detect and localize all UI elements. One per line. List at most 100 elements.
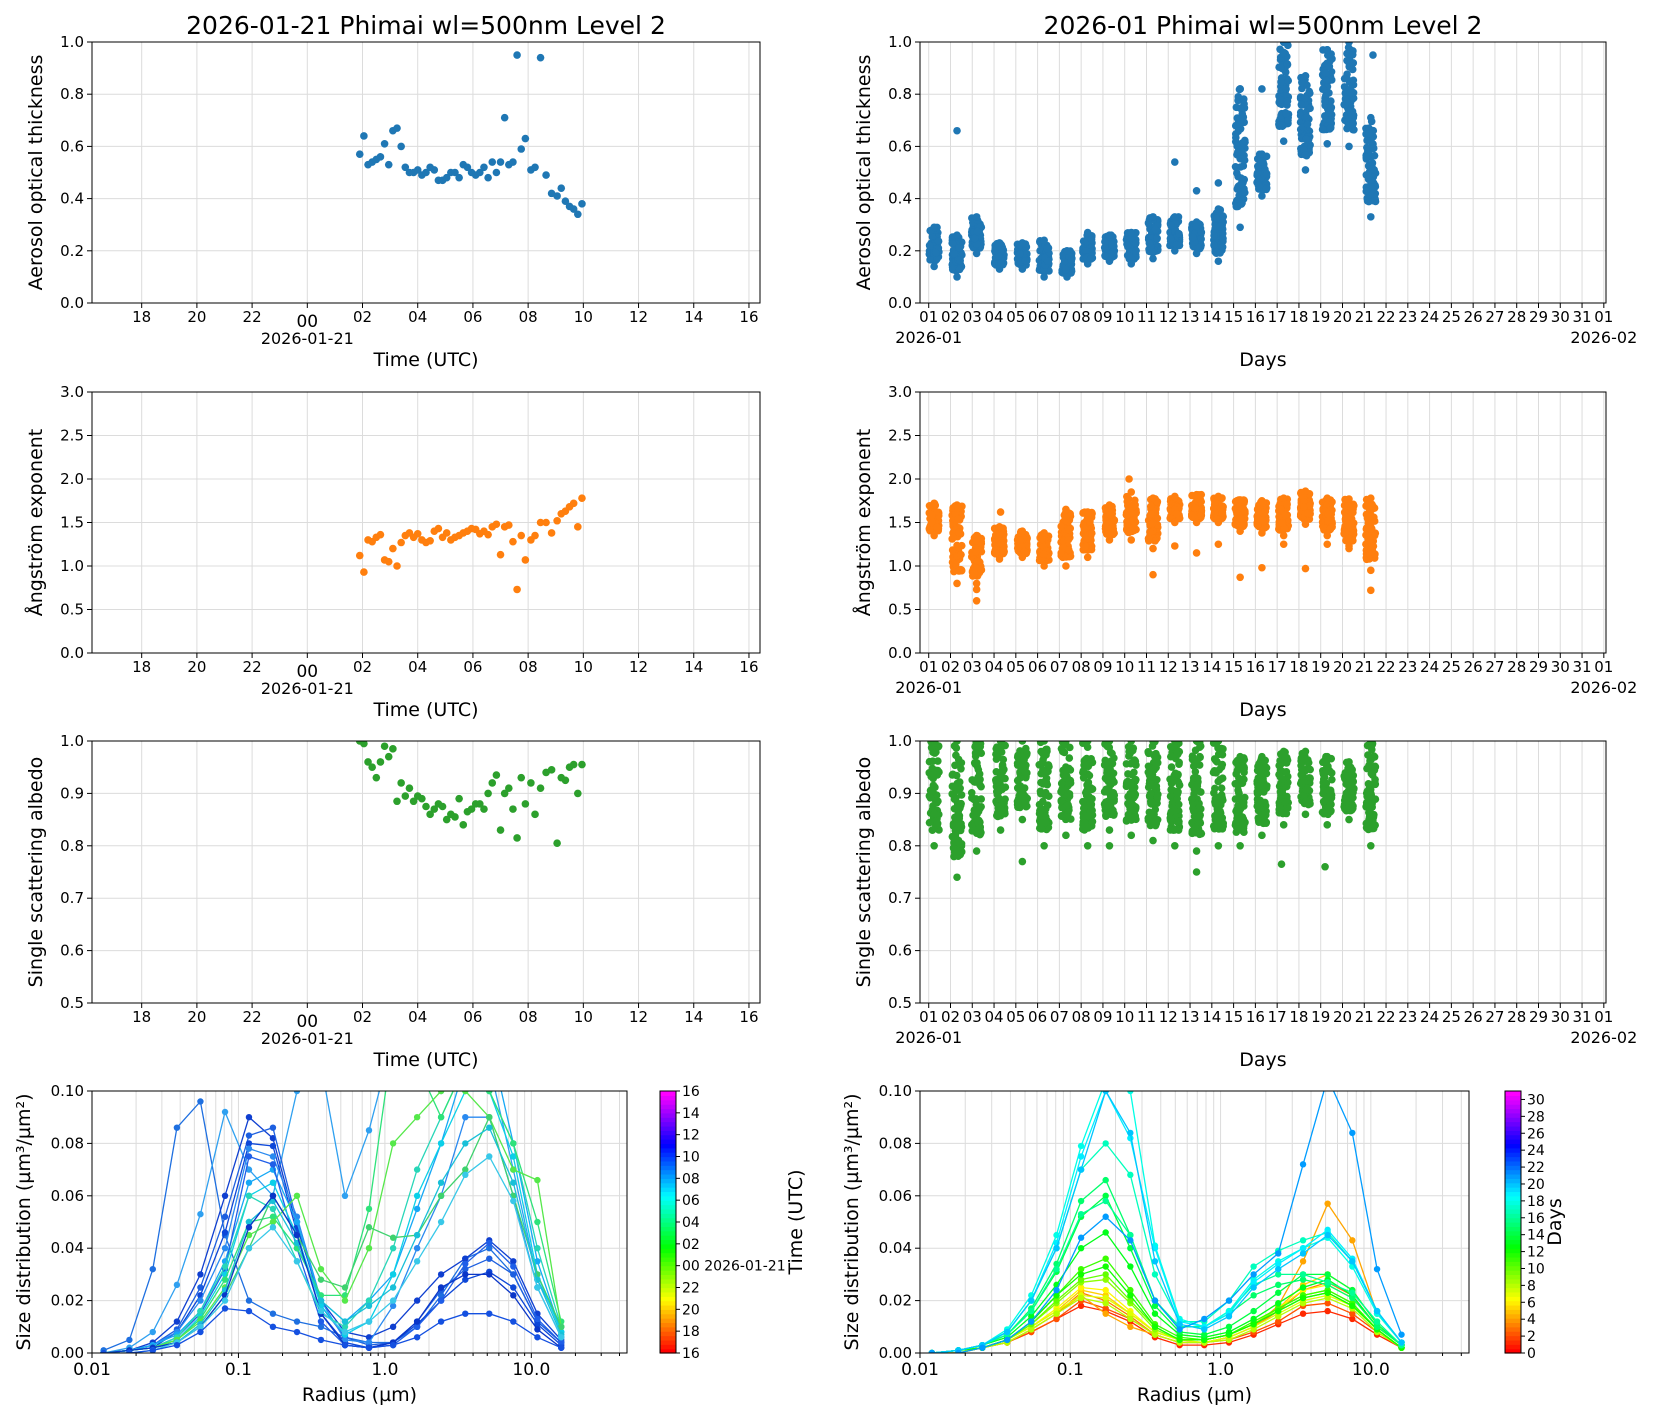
data-point <box>422 803 430 811</box>
data-point <box>1172 770 1180 778</box>
data-point <box>1020 756 1028 764</box>
x-tick-label: 09 <box>1093 658 1112 676</box>
data-point <box>1241 794 1249 802</box>
data-point <box>1106 511 1114 519</box>
x-tick-label: 08 <box>519 1008 538 1026</box>
data-point <box>1365 130 1373 138</box>
data-point <box>930 500 938 508</box>
data-point <box>1171 826 1179 834</box>
data-point <box>1219 235 1227 243</box>
data-point <box>1302 565 1310 573</box>
data-point <box>1323 494 1331 502</box>
monthly-angstrom-y-label: Ångström exponent <box>852 429 875 617</box>
data-point <box>509 158 517 166</box>
data-point <box>1022 257 1030 265</box>
data-point <box>531 811 539 819</box>
data-point <box>1067 815 1075 823</box>
data-point <box>1174 790 1182 798</box>
daily-angstrom-y-label: Ångström exponent <box>24 429 47 617</box>
data-point <box>1190 774 1198 782</box>
y-tick-label: 1.0 <box>888 557 912 575</box>
data-point <box>972 548 980 556</box>
data-point <box>1062 562 1070 570</box>
y-tick-label: 0.8 <box>60 85 84 103</box>
data-point <box>1081 543 1089 551</box>
x-tick-label: 20 <box>187 308 206 326</box>
data-point <box>356 552 364 560</box>
data-point <box>1371 550 1379 558</box>
data-point <box>1218 784 1226 792</box>
data-point <box>958 823 966 831</box>
data-point <box>1281 798 1289 806</box>
data-point <box>974 228 982 236</box>
data-point <box>1241 189 1249 197</box>
y-tick-label: 0.6 <box>888 137 912 155</box>
data-point <box>973 213 981 221</box>
data-point <box>1323 532 1331 540</box>
data-point <box>484 531 492 539</box>
data-point <box>1044 801 1052 809</box>
x-tick-label: 15 <box>1224 308 1243 326</box>
data-point <box>1263 784 1271 792</box>
data-point <box>1103 809 1111 817</box>
data-point <box>1040 562 1048 570</box>
data-point <box>976 830 984 838</box>
x-tick-label: 06 <box>1028 308 1047 326</box>
data-point <box>1171 542 1179 550</box>
data-point <box>935 237 943 245</box>
data-point <box>1255 515 1263 523</box>
data-point <box>1212 757 1220 765</box>
data-point <box>513 51 521 59</box>
data-point <box>1106 765 1114 773</box>
data-point <box>493 771 501 779</box>
data-point <box>1152 226 1160 234</box>
data-point <box>1325 510 1333 518</box>
x-tick-label: 18 <box>132 1008 151 1026</box>
data-point <box>1084 554 1092 562</box>
data-point <box>1344 521 1352 529</box>
data-point <box>430 166 438 174</box>
data-point <box>1303 113 1311 121</box>
x-tick-label: 16 <box>739 658 758 676</box>
data-point <box>1260 811 1268 819</box>
data-point <box>578 200 586 208</box>
x-tick-label: 16 <box>1246 658 1265 676</box>
data-point <box>1000 799 1008 807</box>
data-point <box>1350 76 1358 84</box>
x-tick-label: 25 <box>1442 308 1461 326</box>
data-point <box>1040 770 1048 778</box>
data-point <box>1240 776 1248 784</box>
daily-ssa-frame <box>92 741 760 1003</box>
data-point <box>1066 779 1074 787</box>
x-tick-label: 04 <box>984 308 1003 326</box>
data-point <box>1215 179 1223 187</box>
data-point <box>997 812 1005 820</box>
data-point <box>1219 243 1227 251</box>
data-point <box>956 266 964 274</box>
data-point <box>1367 513 1375 521</box>
daily-aot-y-label: Aerosol optical thickness <box>25 55 47 291</box>
data-point <box>1040 273 1048 281</box>
data-point <box>1128 814 1136 822</box>
data-point <box>1349 51 1357 59</box>
data-point <box>1175 759 1183 767</box>
x-tick-label: 10 <box>574 1008 593 1026</box>
data-point <box>1302 811 1310 819</box>
data-point <box>1014 752 1022 760</box>
data-point <box>1254 799 1262 807</box>
data-point <box>1219 509 1227 517</box>
x-tick-label: 16 <box>739 308 758 326</box>
data-point <box>570 500 578 508</box>
y-tick-label: 1.0 <box>60 33 84 51</box>
data-point <box>368 763 376 771</box>
x-date-label: 2026-01 <box>895 678 962 697</box>
x-tick-label: 08 <box>519 308 538 326</box>
data-point <box>1301 151 1309 159</box>
data-point <box>1083 787 1091 795</box>
data-point <box>574 523 582 531</box>
data-point <box>1044 257 1052 265</box>
y-tick-label: 1.5 <box>60 514 84 532</box>
data-point <box>1236 496 1244 504</box>
data-point <box>973 586 981 594</box>
